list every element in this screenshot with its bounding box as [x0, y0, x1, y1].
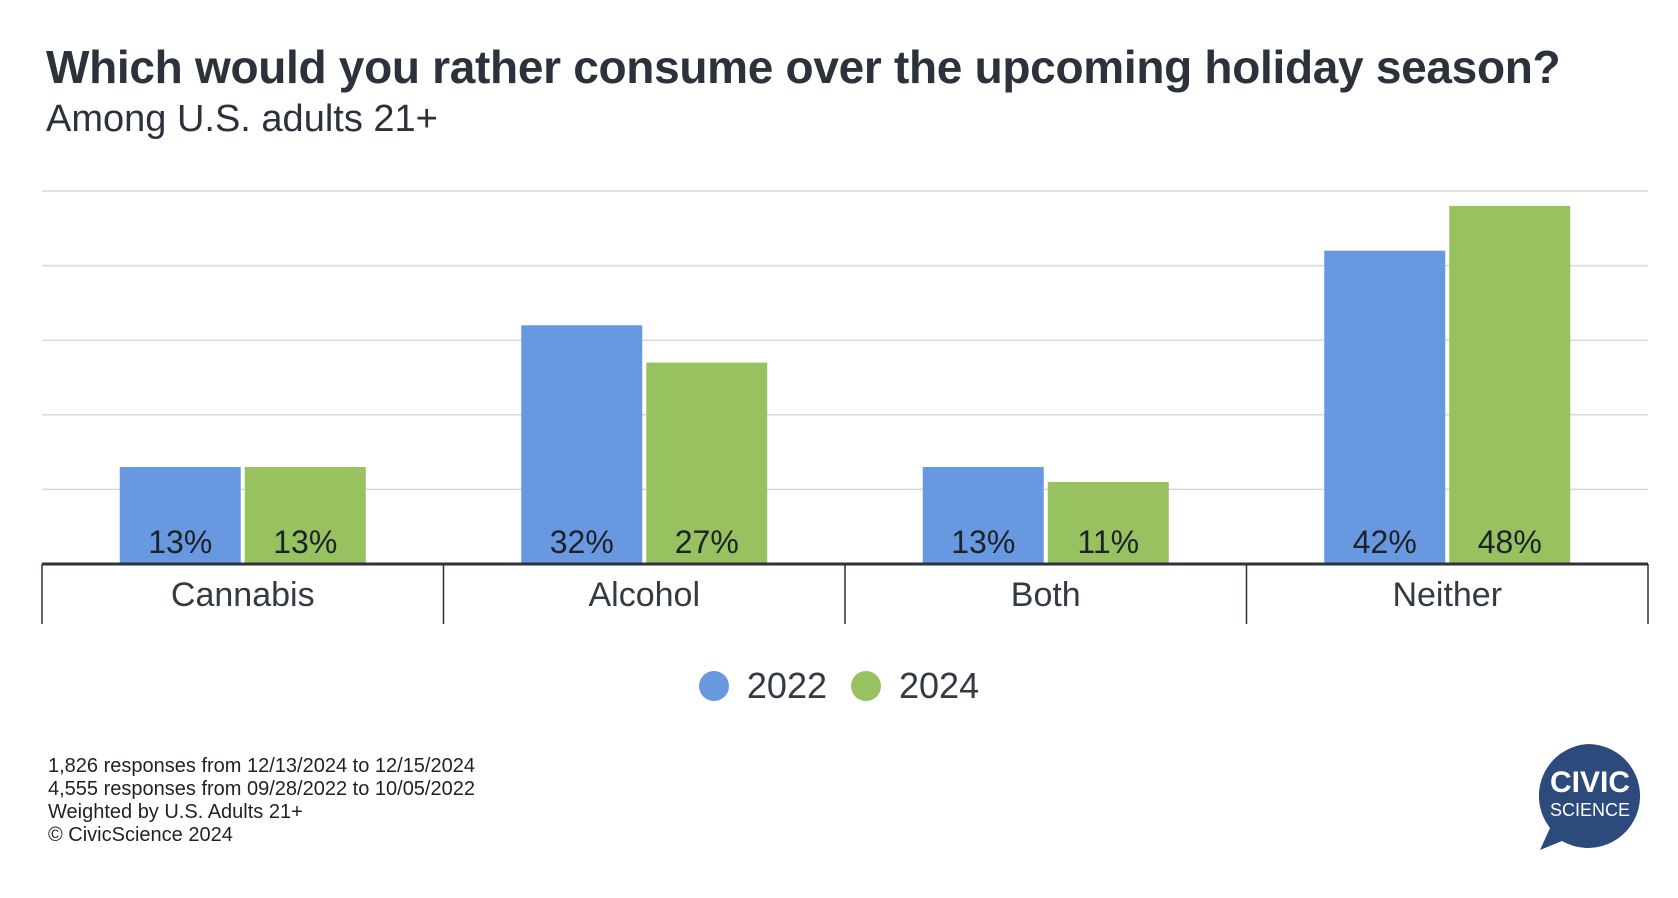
- bar-neither-2022: [1324, 250, 1446, 564]
- legend-label-2022: 2022: [746, 665, 827, 706]
- bar-alcohol-2024: [646, 362, 768, 564]
- bar-both-2024: [1047, 481, 1169, 564]
- legend-item-2024: 2024: [851, 665, 979, 707]
- x-axis: Cannabis Alcohol Both Neither: [41, 562, 1649, 624]
- logo-text-civic: CIVIC: [1550, 766, 1630, 799]
- category-label-both: Both: [1011, 576, 1081, 614]
- logo-speech-bubble: [1538, 743, 1641, 850]
- data-label-neither-2024: 48%: [1478, 524, 1542, 560]
- bars-group: 13% 13% 32% 27% 13% 11% 42% 48%: [119, 205, 1571, 565]
- logo-text-science: SCIENCE: [1550, 800, 1630, 820]
- bar-cannabis-2024: [244, 467, 366, 564]
- footnote-line: © CivicScience 2024: [48, 824, 233, 846]
- data-label-both-2024: 11%: [1077, 524, 1139, 560]
- data-label-neither-2022: 42%: [1353, 524, 1417, 560]
- data-label-cannabis-2024: 13%: [273, 524, 337, 560]
- bar-alcohol-2022: [521, 325, 643, 564]
- footnote-line: 1,826 responses from 12/13/2024 to 12/15…: [48, 755, 475, 777]
- footnote-line: Weighted by U.S. Adults 21+: [48, 801, 303, 823]
- legend-swatch-2024: [851, 671, 881, 701]
- bar-neither-2024: [1449, 205, 1571, 565]
- category-label-cannabis: Cannabis: [171, 576, 315, 614]
- data-label-both-2022: 13%: [951, 524, 1015, 560]
- footnotes: 1,826 responses from 12/13/2024 to 12/15…: [48, 755, 475, 847]
- legend-swatch-2022: [698, 671, 729, 701]
- chart-subtitle: Among U.S. adults 21+: [46, 98, 438, 140]
- data-label-alcohol-2022: 32%: [550, 524, 614, 560]
- bar-both-2022: [922, 467, 1044, 564]
- bar-cannabis-2022: [119, 467, 241, 564]
- legend-item-2022: 2022: [698, 665, 827, 707]
- legend-label-2024: 2024: [899, 665, 980, 706]
- data-label-cannabis-2022: 13%: [148, 524, 212, 560]
- data-label-alcohol-2024: 27%: [675, 524, 739, 560]
- category-label-alcohol: Alcohol: [588, 576, 700, 614]
- civicscience-logo: CIVIC SCIENCE: [1538, 743, 1641, 850]
- chart-title: Which would you rather consume over the …: [46, 41, 1561, 93]
- category-label-neither: Neither: [1392, 576, 1502, 614]
- legend: 2022 2024: [0, 665, 1678, 707]
- footnote-line: 4,555 responses from 09/28/2022 to 10/05…: [48, 778, 475, 800]
- bar-chart: 13% 13% 32% 27% 13% 11% 42% 48% Cannabis Alcohol…: [41, 190, 1649, 624]
